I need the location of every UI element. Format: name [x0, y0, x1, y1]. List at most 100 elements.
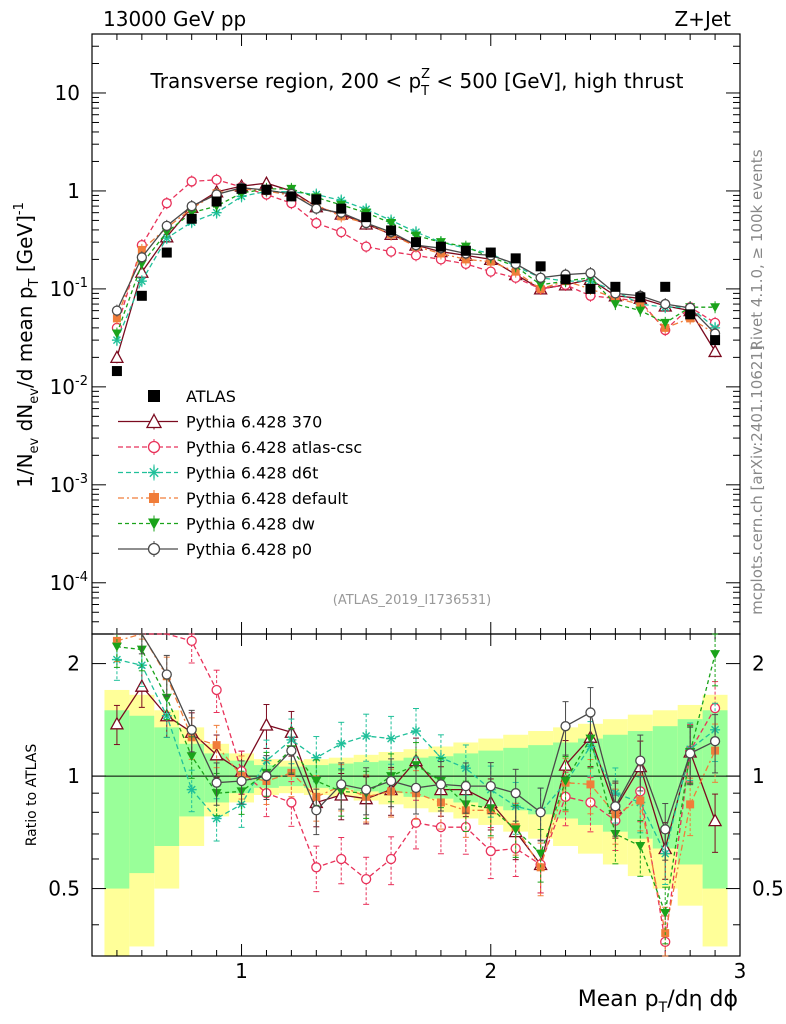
series-atlas-csc-ratio-point [186, 635, 197, 647]
series-p0-point [585, 267, 596, 279]
ratio-tick-label-right: 2 [752, 652, 765, 676]
atlas-data-point [311, 194, 322, 205]
series-dw-ratio-point [535, 849, 546, 859]
y-tick-label: 1 [67, 179, 80, 203]
series-dw-ratio-point [710, 650, 721, 660]
series-370-ratio-point [259, 717, 274, 731]
ratio-tick-label: 1 [67, 764, 80, 788]
legend: ATLAS Pythia 6.428 370 Pythia 6.428 atlas-… [118, 387, 362, 559]
series-dw-point [610, 300, 621, 310]
atlas-data-point [236, 183, 247, 194]
series-p0-ratio-point [660, 824, 671, 835]
series-p0-ratio-point [510, 788, 521, 799]
series-atlas-csc-ratio-point [361, 873, 372, 885]
series-atlas-csc-ratio-point [385, 853, 397, 865]
atlas-data-points [111, 183, 721, 377]
ratio-band-inner [129, 715, 155, 874]
series-atlas-csc-point [485, 266, 496, 277]
series-atlas-csc-point [336, 226, 347, 238]
series-p0-ratio-point [186, 724, 197, 735]
x-tick-label: 3 [734, 959, 747, 983]
series-dw-ratio-point [635, 841, 646, 851]
legend-marker [147, 440, 161, 454]
series-atlas-csc-point [385, 246, 397, 257]
ratio-axis-label: Ratio to ATLAS [24, 744, 40, 847]
atlas-data-point [535, 261, 546, 272]
series-default-ratio-point [586, 780, 595, 789]
series-atlas-csc-ratio-point [286, 797, 297, 808]
atlas-data-point [460, 245, 471, 256]
header-right: Z+Jet [674, 7, 731, 31]
atlas-data-point [386, 225, 397, 236]
series-dw-ratio-point [311, 777, 322, 787]
series-p0-point [535, 272, 546, 283]
series-atlas-csc-point [161, 198, 172, 209]
y-tick-label: 10-4 [50, 570, 88, 595]
rivet-version-label: Rivet 4.1.0, ≥ 100k events [748, 149, 766, 350]
series-atlas-csc-ratio-point [336, 853, 347, 865]
series-dw-point [111, 329, 122, 339]
series-p0-ratio-point [585, 707, 596, 718]
series-p0-ratio-point [311, 805, 322, 816]
atlas-data-point [211, 196, 222, 207]
legend-marker [149, 493, 159, 503]
legend-label: Pythia 6.428 d6t [186, 464, 318, 483]
series-p0-point [311, 203, 322, 214]
series-p0-ratio-point [435, 779, 447, 790]
main-panel-ticks: 10-4 10-3 10-2 10-1 1 10 [50, 33, 741, 635]
atlas-data-point [411, 237, 421, 248]
legend-marker [145, 413, 163, 429]
series-d6t-ratio-point [361, 731, 372, 742]
series-dw-point [660, 318, 671, 328]
series-370-ratio-point [707, 813, 723, 827]
atlas-data-point [660, 281, 671, 292]
series-dw-ratio-point [660, 909, 671, 919]
series-p0-point [161, 220, 172, 232]
analysis-tag: (ATLAS_2019_I1736531) [333, 593, 491, 608]
series-p0-ratio-point [709, 736, 721, 747]
y-tick-label: 10-1 [50, 276, 88, 301]
atlas-data-point [560, 274, 571, 285]
series-atlas-csc-ratio-point [311, 862, 322, 873]
series-p0-ratio-point [485, 780, 496, 792]
series-p0-ratio-point [361, 784, 372, 795]
series-370-ratio-point [134, 678, 149, 692]
series-p0-ratio-point [286, 745, 297, 756]
series-p0-point [186, 200, 197, 212]
atlas-data-point [186, 213, 197, 224]
series-atlas-csc-point [361, 241, 372, 252]
series-p0-ratio-point [685, 748, 696, 759]
legend-marker [147, 542, 161, 556]
legend-label: Pythia 6.428 370 [186, 413, 322, 432]
series-dw-point [411, 231, 421, 241]
atlas-data-point [510, 253, 521, 264]
series-p0-ratio-point [560, 721, 571, 732]
atlas-data-point [435, 241, 446, 252]
series-p0-ratio-point [336, 779, 347, 790]
series-p0-point [660, 298, 671, 310]
legend-marker [148, 466, 160, 479]
series-default-ratio-point [686, 800, 695, 809]
series-p0-ratio-point [610, 801, 621, 812]
series-default-ratio-point [212, 741, 221, 750]
legend-label: Pythia 6.428 p0 [186, 540, 312, 559]
atlas-data-point [261, 184, 272, 195]
series-p0-ratio-point [535, 807, 546, 818]
series-default-point [112, 314, 121, 323]
series-dw-ratio-point [510, 825, 521, 835]
series-p0-ratio-point [161, 669, 172, 680]
ratio-tick-label-right: 1 [752, 764, 765, 788]
atlas-data-point [710, 335, 721, 346]
main-panel-series [109, 173, 723, 364]
atlas-data-point [136, 290, 147, 301]
ratio-tick-label-right: 0.5 [752, 877, 784, 901]
series-default-point [636, 300, 645, 309]
atlas-data-point [361, 212, 372, 223]
series-370-point [109, 350, 125, 364]
legend-label: Pythia 6.428 atlas-csc [186, 438, 362, 457]
legend-marker [148, 518, 160, 530]
series-atlas-csc-point [311, 217, 322, 229]
ratio-panel-ticks: 1 2 3 0.5 0.5 1 1 2 2 [48, 634, 784, 983]
legend-label: ATLAS [186, 387, 236, 406]
atlas-data-point [286, 191, 297, 202]
